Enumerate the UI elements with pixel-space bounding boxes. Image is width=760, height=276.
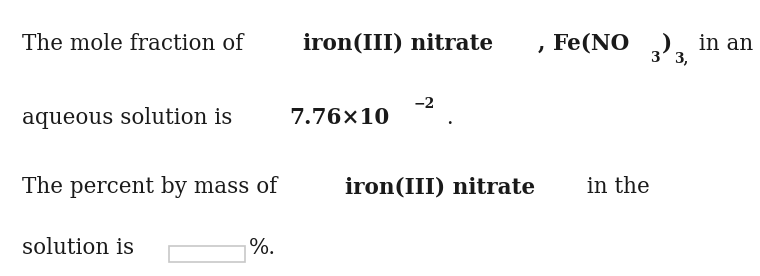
Text: The mole fraction of: The mole fraction of [22, 33, 250, 55]
Text: −2: −2 [413, 97, 435, 111]
Text: The percent by mass of: The percent by mass of [22, 176, 284, 198]
Text: iron(III) nitrate: iron(III) nitrate [303, 33, 493, 55]
Text: ): ) [662, 33, 672, 55]
Text: solution is: solution is [22, 237, 141, 259]
Text: 3: 3 [651, 51, 660, 65]
Text: iron(III) nitrate: iron(III) nitrate [345, 176, 535, 198]
Text: 7.76×10: 7.76×10 [290, 107, 390, 129]
Text: .: . [439, 107, 453, 129]
Text: %.: %. [249, 237, 276, 259]
Text: in an: in an [692, 33, 753, 55]
Text: in the: in the [580, 176, 649, 198]
Text: aqueous solution is: aqueous solution is [22, 107, 239, 129]
Text: 3,: 3, [675, 51, 689, 65]
FancyBboxPatch shape [169, 246, 245, 262]
Text: , Fe(NO: , Fe(NO [537, 33, 629, 55]
